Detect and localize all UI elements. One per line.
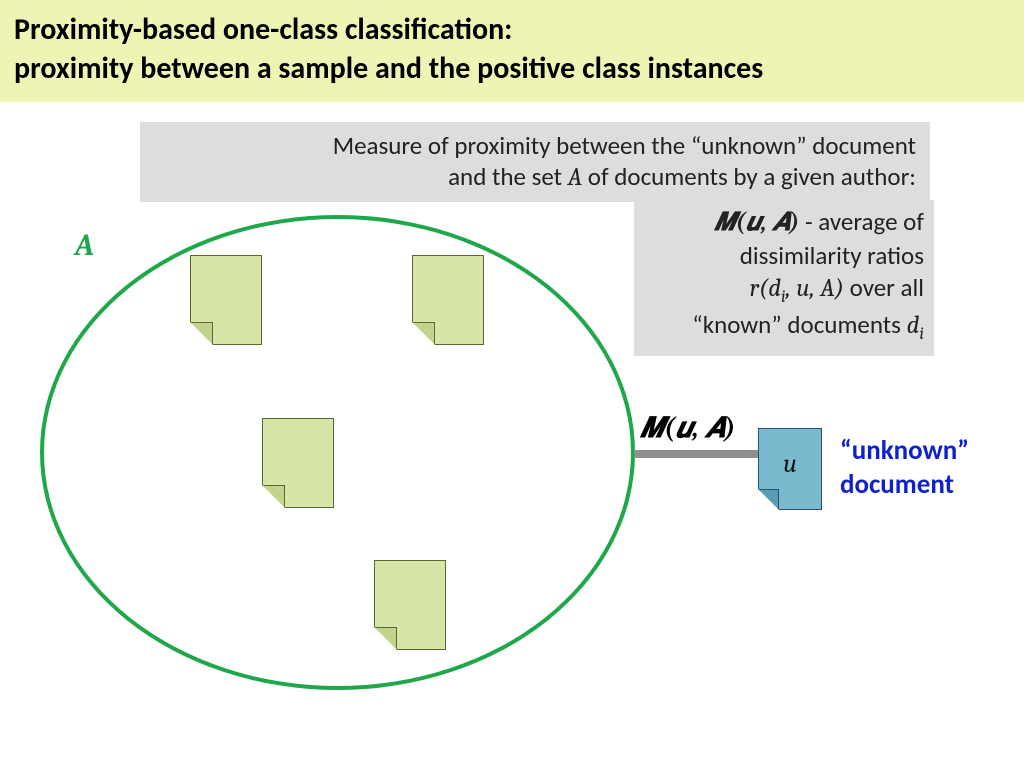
title-line1: Proximity-based one-class classification…: [14, 11, 512, 48]
formula-r-open: r(d: [750, 274, 782, 303]
set-A-label: A: [75, 228, 93, 263]
desc-line2-pre: and the set: [448, 161, 568, 192]
known-doc-icon: [262, 418, 334, 508]
formula-description: 𝑴(𝒖, 𝑨) - average of dissimilarity ratio…: [634, 200, 934, 356]
desc-line2-post: of documents by a given author:: [582, 161, 916, 192]
known-doc-icon: [374, 560, 446, 650]
formula-tail1: - average of: [799, 206, 924, 237]
formula-MuA: 𝑴(𝒖, 𝑨): [714, 208, 799, 237]
title-line2: proximity between a sample and the posit…: [14, 50, 763, 87]
formula-sub-i: i: [919, 324, 924, 344]
formula-tail3: over all: [844, 272, 924, 303]
known-doc-icon: [412, 255, 484, 345]
formula-r-mid: , u, A): [786, 274, 844, 303]
unknown-l1: “unknown”: [840, 434, 969, 467]
proximity-description: Measure of proximity between the “unknow…: [140, 122, 930, 202]
known-doc-icon: [190, 255, 262, 345]
title-band: Proximity-based one-class classification…: [0, 0, 1024, 102]
formula-line2: dissimilarity ratios: [740, 240, 924, 271]
unknown-doc-icon: u: [758, 428, 822, 510]
MuA-edge-label: 𝑴(𝒖, 𝑨): [640, 412, 735, 445]
unknown-doc-caption: “unknown” document: [840, 434, 969, 502]
formula-line4-pre: “known” documents: [692, 309, 906, 340]
unknown-l2: document: [840, 468, 954, 501]
desc-line1: Measure of proximity between the “unknow…: [333, 130, 916, 161]
proximity-connector: [634, 450, 760, 458]
desc-set-A: A: [568, 163, 582, 192]
unknown-doc-u-label: u: [759, 449, 821, 479]
set-A-ellipse: [40, 215, 635, 690]
formula-d: d: [907, 311, 920, 340]
